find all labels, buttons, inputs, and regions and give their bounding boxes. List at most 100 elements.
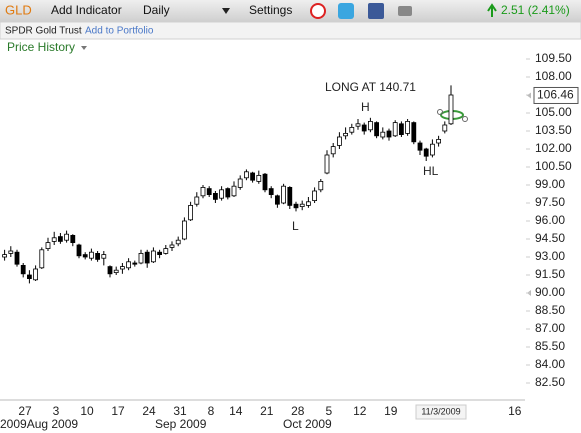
candle-body bbox=[256, 174, 262, 182]
misc-icon[interactable] bbox=[398, 6, 412, 16]
candle-body bbox=[312, 190, 318, 201]
candle-body bbox=[274, 195, 280, 205]
facebook-icon[interactable] bbox=[368, 3, 384, 19]
annotation: L bbox=[292, 219, 299, 233]
x-tick-label: 12 bbox=[353, 404, 367, 418]
candle-body bbox=[51, 237, 57, 242]
candle-body bbox=[113, 269, 119, 274]
candle-body bbox=[392, 122, 398, 137]
candle-body bbox=[39, 249, 45, 269]
candle-body bbox=[417, 142, 423, 151]
twitter-icon[interactable] bbox=[338, 3, 354, 19]
candle-body bbox=[150, 250, 156, 263]
candle-body bbox=[361, 124, 367, 132]
dropdown-arrow[interactable] bbox=[222, 8, 230, 14]
candle-body bbox=[268, 188, 274, 196]
candle-body bbox=[107, 266, 113, 275]
month-label: Sep 2009 bbox=[155, 417, 207, 431]
x-tick-label: 19 bbox=[384, 404, 398, 418]
panel-arrow[interactable] bbox=[81, 46, 87, 50]
y-tick-label: 96.00 bbox=[535, 213, 565, 227]
subheader bbox=[0, 21, 581, 40]
x-tick-label: 5 bbox=[325, 404, 332, 418]
interval[interactable]: Daily bbox=[143, 3, 170, 17]
candle-body bbox=[82, 254, 88, 258]
x-tick-label: 17 bbox=[111, 404, 125, 418]
candle-body bbox=[355, 123, 361, 127]
candle-body bbox=[45, 242, 51, 250]
add-indicator[interactable]: Add Indicator bbox=[51, 3, 122, 17]
candle-body bbox=[367, 121, 373, 131]
candle-body bbox=[324, 154, 330, 174]
candle-body bbox=[20, 264, 26, 275]
candle-body bbox=[299, 203, 305, 207]
x-tick-label: 16 bbox=[508, 404, 522, 418]
instrument-name: SPDR Gold Trust bbox=[5, 26, 82, 37]
candle-body bbox=[336, 136, 342, 146]
x-tick-label: 21 bbox=[260, 404, 274, 418]
candle-body bbox=[219, 189, 225, 199]
candle-body bbox=[181, 220, 187, 240]
candle-body bbox=[157, 251, 163, 255]
add-to-portfolio[interactable]: Add to Portfolio bbox=[85, 26, 154, 37]
last-price-box bbox=[533, 86, 579, 104]
candle-body bbox=[138, 252, 144, 264]
settings[interactable]: Settings bbox=[249, 3, 292, 17]
y-tick-label: 99.00 bbox=[535, 177, 565, 191]
x-tick-label: 8 bbox=[208, 404, 215, 418]
y-tick-label: 102.00 bbox=[535, 141, 572, 155]
candle-body bbox=[436, 138, 442, 144]
panel-title[interactable]: Price History bbox=[7, 40, 75, 54]
candle-body bbox=[120, 266, 125, 270]
x-tick-label: 24 bbox=[142, 404, 156, 418]
candle-body bbox=[398, 123, 404, 136]
candle-body bbox=[2, 254, 7, 258]
candle-body bbox=[386, 130, 392, 138]
x-tick-label: 28 bbox=[291, 404, 305, 418]
candle-body bbox=[76, 244, 82, 257]
y-tick-label: 105.00 bbox=[535, 105, 572, 119]
date-box bbox=[415, 404, 467, 420]
candle-body bbox=[281, 185, 287, 204]
candle-body bbox=[212, 192, 218, 200]
candle-body bbox=[188, 204, 194, 221]
candle-body bbox=[343, 132, 349, 137]
candle-body bbox=[243, 171, 249, 179]
annotation: LONG AT 140.71 bbox=[325, 80, 416, 94]
candle-body bbox=[206, 188, 212, 196]
candle-body bbox=[70, 234, 76, 243]
handle bbox=[462, 116, 468, 122]
candle-body bbox=[231, 185, 237, 197]
candle-body bbox=[405, 121, 411, 134]
annotation: H bbox=[361, 100, 370, 114]
candle-body bbox=[58, 236, 63, 242]
candle-body bbox=[132, 262, 138, 265]
candle-body bbox=[318, 180, 324, 191]
candle-body bbox=[429, 143, 435, 156]
candle-body bbox=[330, 146, 336, 155]
candle-body bbox=[442, 124, 448, 132]
candle-body bbox=[380, 131, 386, 138]
candle-body bbox=[411, 122, 417, 143]
x-tick-label: 31 bbox=[173, 404, 187, 418]
y-tick-label: 109.50 bbox=[535, 51, 572, 65]
candle-body bbox=[169, 244, 175, 248]
candle-body bbox=[126, 261, 131, 269]
candle-body bbox=[175, 239, 181, 245]
x-tick-label: 10 bbox=[80, 404, 94, 418]
candle-body bbox=[163, 248, 169, 254]
candle-body bbox=[144, 251, 150, 264]
symbol[interactable]: GLD bbox=[5, 2, 32, 17]
candle-body bbox=[237, 178, 243, 188]
candle-body bbox=[305, 201, 311, 206]
toolbar bbox=[0, 0, 581, 22]
candle-body bbox=[423, 148, 429, 157]
candle-body bbox=[64, 233, 69, 241]
candle-body bbox=[194, 196, 200, 205]
candle-body bbox=[287, 186, 293, 206]
last-price-label: 106.46 bbox=[537, 88, 574, 102]
y-tick-label: 82.50 bbox=[535, 375, 565, 389]
y-tick-label: 100.50 bbox=[535, 159, 572, 173]
alert-icon[interactable] bbox=[310, 3, 326, 19]
